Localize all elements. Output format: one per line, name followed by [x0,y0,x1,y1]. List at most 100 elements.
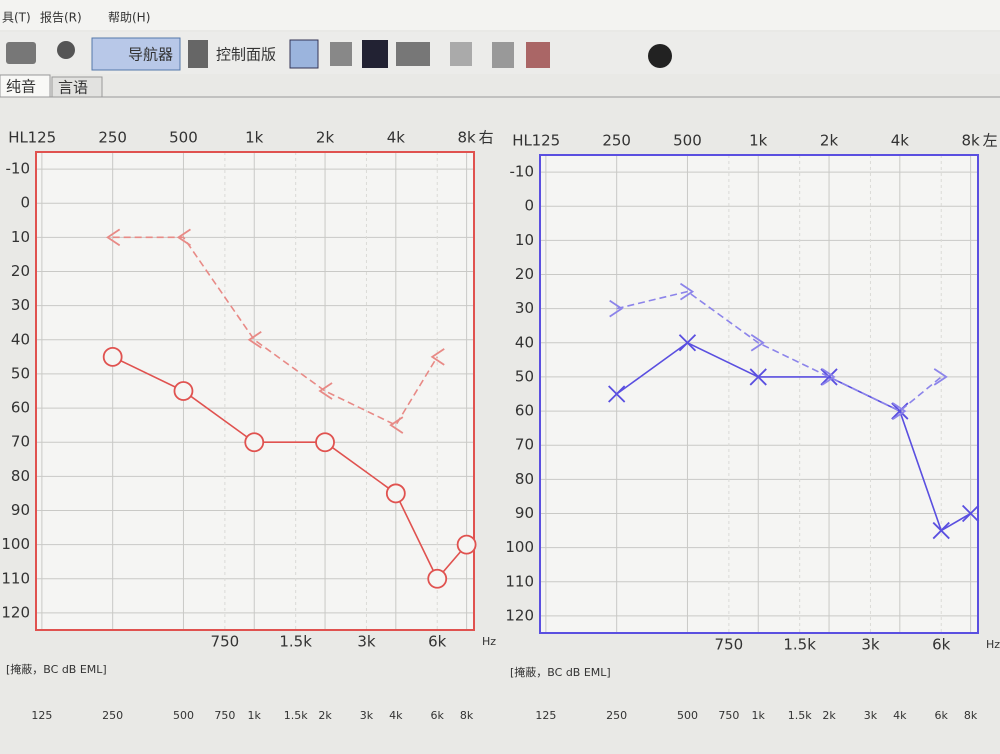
tab-label[interactable]: 言语 [58,79,88,97]
y-tick-label: 30 [11,296,30,314]
y-tick-label: 40 [515,333,534,351]
plot-frame [539,154,979,634]
marker-circle [385,483,406,504]
marker-bracket [247,331,262,349]
freq-column-label: 1.5k [788,709,812,722]
y-tick-label: -10 [6,160,31,178]
marker-bracket [106,228,121,247]
plot-frame [35,151,475,631]
ear-label: 左 [983,132,998,150]
freq-column-label: 750 [718,709,739,722]
y-tick-label: 0 [524,197,534,215]
x-tick-label: 8k [961,132,980,150]
freq-column-label: 250 [102,709,123,722]
freq-column-label: 250 [606,709,627,722]
y-tick-label: 60 [11,399,30,417]
y-tick-label: 20 [11,262,30,280]
marker-bracket [750,334,765,352]
y-tick-label: 10 [11,228,30,246]
x-tick-label: 2k [316,129,335,147]
marker-bracket [176,228,191,247]
tool-icon[interactable] [330,42,352,66]
tool-icon[interactable] [188,40,208,68]
marker-x [932,521,950,540]
freq-column-label: 2k [318,709,332,722]
freq-column-label: 750 [214,709,235,722]
freq-column-label: 4k [893,709,907,722]
y-axis-label: HL [512,132,532,150]
menu-item[interactable]: 报告(R) [40,10,82,25]
y-tick-label: 40 [11,330,30,348]
x-tick-label: 2k [820,132,839,150]
marker-circle [315,432,335,453]
marker-circle [427,568,448,589]
marker-x [820,368,838,386]
tool-icon[interactable] [526,42,550,68]
marker-bracket [609,299,624,318]
marker-circle [102,346,123,367]
tab-label[interactable]: 纯音 [6,78,36,96]
menu-item[interactable]: 帮助(H) [108,11,150,25]
masking-note: [掩蔽，BC dB EML] [6,662,107,676]
y-tick-label: 120 [505,606,534,624]
x-tick-label: 750 [211,633,240,651]
marker-x [608,385,626,403]
freq-column-label: 500 [677,709,698,722]
y-tick-label: -10 [510,163,535,181]
x-tick-label: 8k [457,129,476,147]
freq-column-label: 1.5k [284,709,308,722]
y-tick-label: 20 [515,265,534,283]
marker-bracket [679,282,695,301]
tool-icon[interactable] [362,40,388,68]
y-tick-label: 90 [515,504,534,522]
y-tick-label: 0 [20,194,30,212]
y-tick-label: 70 [515,436,534,454]
help-icon[interactable] [57,41,75,59]
menu-item[interactable]: 具(T) [2,11,31,25]
x-tick-label: 6k [428,633,447,651]
toolbar-label[interactable]: 控制面版 [216,46,276,64]
x-unit: Hz [986,638,1000,651]
marker-bracket [318,382,333,400]
x-tick-label: 250 [98,129,127,147]
user-icon[interactable] [648,44,672,68]
plot-area [36,152,474,630]
freq-column-label: 8k [964,709,978,722]
y-tick-label: 120 [1,603,30,621]
x-tick-label: 1.5k [279,633,312,651]
tool-icon[interactable] [492,42,514,68]
marker-bracket [892,402,907,420]
tool-icon[interactable] [450,42,472,66]
y-tick-label: 30 [515,299,534,317]
y-tick-label: 110 [1,569,30,587]
tool-icon[interactable] [6,42,36,64]
navigator-button[interactable] [91,37,181,71]
x-tick-label: 125 [28,129,57,147]
freq-column-label: 125 [31,709,52,722]
tool-icon[interactable] [396,42,430,66]
x-tick-label: 250 [602,132,631,150]
y-axis-label: HL [8,129,28,147]
ear-label: 右 [479,129,494,147]
x-tick-label: 3k [861,636,880,654]
freq-column-label: 6k [431,709,445,722]
y-tick-label: 90 [11,501,30,519]
marker-bracket [933,368,948,386]
y-tick-label: 80 [515,470,534,488]
x-tick-label: 500 [673,132,702,150]
freq-column-label: 8k [460,709,474,722]
y-tick-label: 60 [515,402,534,420]
y-tick-label: 50 [11,364,30,382]
freq-column-label: 125 [535,709,556,722]
x-tick-label: 4k [387,129,406,147]
freq-column-label: 1k [248,709,262,722]
x-tick-label: 125 [532,132,561,150]
series-line [616,290,942,413]
marker-circle [244,432,265,453]
y-tick-label: 100 [505,538,534,556]
freq-column-label: 3k [360,709,374,722]
tool-icon[interactable] [289,39,319,69]
freq-column-label: 3k [864,709,878,722]
